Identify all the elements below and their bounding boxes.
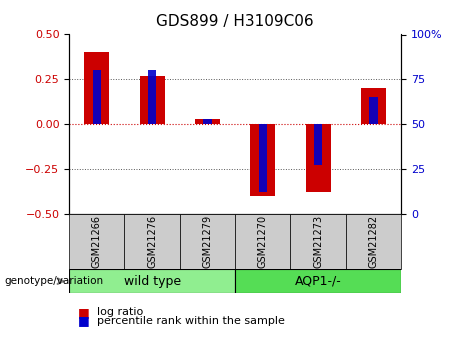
Bar xyxy=(148,70,156,124)
Text: genotype/variation: genotype/variation xyxy=(5,276,104,286)
Bar xyxy=(314,124,322,166)
FancyBboxPatch shape xyxy=(290,214,346,269)
FancyBboxPatch shape xyxy=(235,214,290,269)
Text: log ratio: log ratio xyxy=(97,307,143,317)
Text: wild type: wild type xyxy=(124,275,181,288)
Bar xyxy=(140,76,165,124)
Text: ■: ■ xyxy=(78,306,90,319)
Bar xyxy=(195,119,220,124)
Bar xyxy=(306,124,331,193)
Bar xyxy=(84,52,109,124)
Bar xyxy=(259,124,267,193)
FancyBboxPatch shape xyxy=(235,269,401,293)
Bar xyxy=(361,88,386,124)
Text: GSM21270: GSM21270 xyxy=(258,215,268,268)
Bar xyxy=(250,124,275,196)
Text: ■: ■ xyxy=(78,314,90,327)
Bar xyxy=(203,119,212,124)
Bar xyxy=(369,97,378,124)
FancyBboxPatch shape xyxy=(124,214,180,269)
Text: GSM21266: GSM21266 xyxy=(92,215,102,268)
FancyBboxPatch shape xyxy=(69,214,124,269)
Text: GSM21282: GSM21282 xyxy=(368,215,378,268)
FancyBboxPatch shape xyxy=(346,214,401,269)
Text: percentile rank within the sample: percentile rank within the sample xyxy=(97,316,285,326)
Text: AQP1-/-: AQP1-/- xyxy=(295,275,342,288)
Text: GSM21279: GSM21279 xyxy=(202,215,213,268)
Bar xyxy=(93,70,101,124)
FancyBboxPatch shape xyxy=(69,269,235,293)
Text: GSM21273: GSM21273 xyxy=(313,215,323,268)
Title: GDS899 / H3109C06: GDS899 / H3109C06 xyxy=(156,14,314,29)
Text: GSM21276: GSM21276 xyxy=(147,215,157,268)
FancyBboxPatch shape xyxy=(180,214,235,269)
